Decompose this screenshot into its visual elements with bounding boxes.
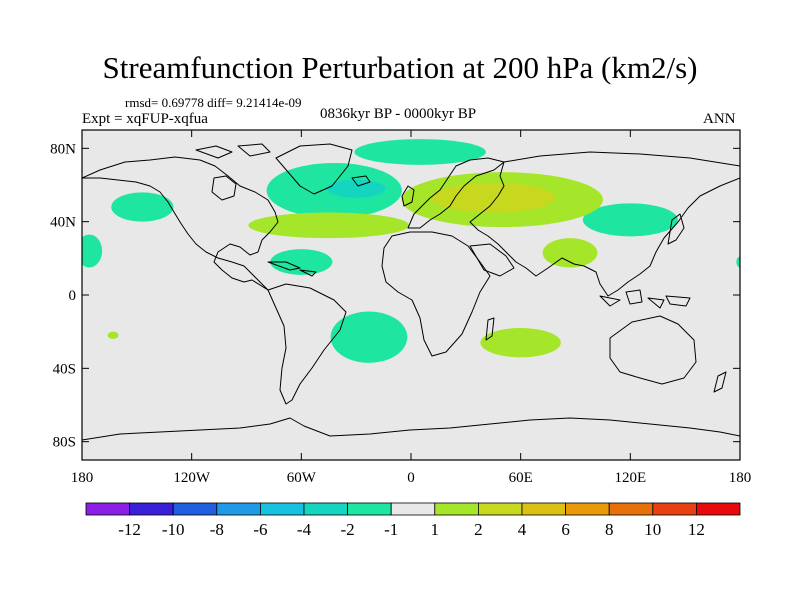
colorbar-tick-label: -10 [162, 520, 185, 539]
coastline-australia [609, 315, 697, 385]
coastline-maritime-continent [599, 289, 691, 309]
chart-title: Streamfunction Perturbation at 200 hPa (… [102, 50, 698, 85]
y-tick-label: 0 [69, 288, 77, 304]
colorbar-swatch [259, 502, 305, 516]
map-background [82, 130, 740, 460]
coastline-south-america [267, 283, 347, 405]
colorbar-swatch [434, 502, 479, 516]
colorbar-tick-label: -1 [384, 520, 398, 539]
rmsd-diff-stats: rmsd= 0.69778 diff= 9.21414e-09 [125, 95, 302, 110]
x-tick-label: 60E [509, 470, 533, 486]
colorbar-tick-label: -4 [297, 520, 312, 539]
colorbar-tick-label: 8 [605, 520, 614, 539]
contour-region-labrador-core-negative [326, 179, 386, 198]
colorbar-tick-label: 1 [431, 520, 440, 539]
colorbar-swatch [216, 502, 261, 516]
coastline-north-america [82, 156, 279, 291]
colorbar-swatch [696, 502, 741, 516]
contour-region-south-indian-positive [480, 328, 561, 358]
contour-region-hawaii-negative [82, 234, 103, 268]
contour-region-south-asia-positive [542, 238, 598, 268]
contour-fills [82, 139, 740, 363]
period-label: 0836kyr BP - 0000kyr BP [320, 106, 477, 122]
colorbar-swatch [85, 502, 130, 516]
colorbar-tick-label: 2 [474, 520, 483, 539]
coastline-new-zealand [713, 371, 727, 393]
coastline-greenland [275, 143, 353, 195]
coastline-japan [667, 213, 685, 245]
y-tick-label: 80S [53, 435, 76, 451]
coastline-arctic-islands [195, 143, 271, 159]
coastline-arabia [469, 243, 515, 277]
colorbar-swatch [652, 502, 697, 516]
coastline-madagascar [485, 317, 495, 341]
coastline-antarctica [82, 417, 740, 441]
colorbar-tick-label: -8 [210, 520, 224, 539]
coastlines [82, 143, 740, 441]
contour-region-pacific-negative [111, 192, 174, 222]
colorbar-swatch [390, 502, 436, 516]
y-tick-label: 80N [50, 141, 76, 157]
experiment-label: Expt = xqFUP-xqfua [82, 111, 208, 127]
colorbar-tick-label: -12 [118, 520, 141, 539]
x-tick-label: 60W [287, 470, 317, 486]
contour-region-south-pacific-spot-positive [107, 331, 119, 340]
colorbar-tick-label: 6 [561, 520, 570, 539]
coastline-asia [469, 151, 740, 297]
colorbar-swatch [608, 502, 654, 516]
colorbar: -12 -10 -8 -6 -4 -2 -1 1 2 4 6 8 10 12 [85, 502, 741, 539]
colorbar-tick-label: 10 [644, 520, 661, 539]
colorbar-tick-label: -2 [341, 520, 355, 539]
contour-region-northwest-pacific-negative [582, 203, 678, 237]
colorbar-swatch [521, 502, 566, 516]
colorbar-tick-label: 4 [518, 520, 527, 539]
y-tick-label: 40S [53, 361, 76, 377]
coastline-hudson-bay [211, 175, 237, 201]
contour-region-east-pacific-edge-negative [736, 256, 740, 268]
contour-region-arctic-negative [354, 139, 486, 165]
colorbar-swatch [172, 502, 218, 516]
coastline-caribbean [267, 261, 317, 277]
colorbar-tick-label: 12 [688, 520, 705, 539]
colorbar-tick-label: -6 [253, 520, 267, 539]
contour-region-atlantic-ridge-positive [248, 212, 410, 239]
axis-ticks: 180 120W 60W 0 60E 120E 180 80N 40N 0 40S 80S [50, 130, 751, 486]
coastline-iceland [351, 175, 371, 187]
x-tick-label: 180 [729, 470, 752, 486]
x-tick-label: 180 [71, 470, 94, 486]
colorbar-swatch [303, 502, 348, 516]
x-tick-label: 120W [173, 470, 211, 486]
coastline-africa [381, 231, 491, 357]
colorbar-swatch [477, 502, 523, 516]
y-tick-label: 40N [50, 215, 76, 231]
x-tick-label: 0 [407, 470, 415, 486]
x-tick-label: 120E [614, 470, 646, 486]
coastline-great-britain [401, 185, 415, 207]
colorbar-swatch [565, 502, 610, 516]
colorbar-swatch [129, 502, 174, 516]
season-label: ANN [703, 111, 736, 127]
colorbar-swatch [347, 502, 392, 516]
contour-region-eurasia-core-positive [431, 183, 556, 213]
contour-region-south-atlantic-negative [330, 311, 408, 363]
